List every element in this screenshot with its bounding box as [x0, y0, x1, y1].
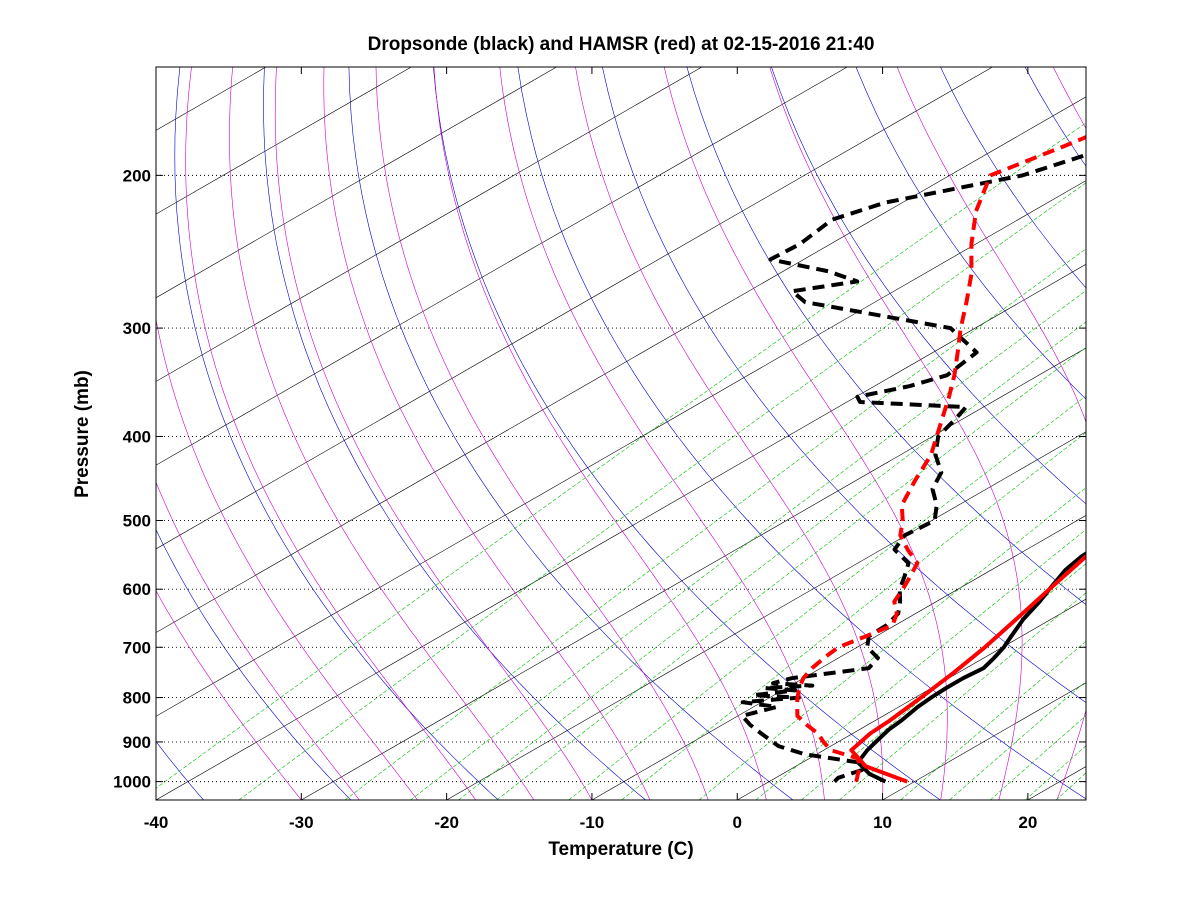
pressure-grid — [156, 174, 1086, 783]
dry-adiabat-line — [1110, 67, 1200, 800]
moist-adiabat-line — [499, 67, 825, 800]
mixing-ratio-line — [990, 715, 1086, 800]
series-line — [855, 551, 1086, 784]
isotherm-line — [156, 67, 412, 215]
y-axis: 200 300 400 500 600 700 800 900 1000 — [113, 166, 1086, 792]
y-axis-label: Pressure (mb) — [72, 370, 93, 498]
mixing-ratio-line — [1189, 67, 1200, 800]
isotherm-line — [156, 67, 557, 299]
mixing-ratio-line — [1108, 67, 1200, 800]
plot-background — [156, 67, 1086, 800]
series-line — [849, 553, 1086, 784]
mixing-ratio-line — [156, 122, 1086, 789]
moist-adiabat-line — [375, 67, 709, 800]
y-tick-label: 300 — [123, 319, 151, 338]
isotherm-line — [156, 263, 1086, 800]
x-tick-label: -10 — [580, 813, 605, 832]
mixing-ratio-line — [568, 395, 1086, 800]
mixing-ratio-line — [801, 563, 1086, 800]
x-axis-label: Temperature (C) — [548, 839, 693, 860]
isotherm-line — [446, 431, 1086, 800]
moist-adiabat-line — [229, 67, 535, 800]
series-group — [740, 134, 1086, 784]
dry-adiabat-line — [156, 528, 352, 800]
series-line — [795, 134, 1086, 783]
moist-adiabat-line — [663, 67, 948, 800]
y-tick-label: 400 — [123, 427, 151, 446]
x-tick-label: 0 — [733, 813, 742, 832]
chart-title: Dropsonde (black) and HAMSR (red) at 02-… — [368, 34, 875, 55]
isotherm-line — [1173, 67, 1200, 800]
y-tick-label: 1000 — [113, 773, 151, 792]
y-tick-label: 900 — [123, 733, 151, 752]
moist-adiabat-line — [1173, 67, 1200, 800]
dry-adiabat-line — [1194, 67, 1200, 800]
y-tick-label: 700 — [123, 638, 151, 657]
isotherm-line — [0, 67, 121, 800]
x-axis: -40 -30 -20 -10 0 10 20 — [144, 67, 1037, 832]
dry-adiabat-line — [686, 67, 1086, 606]
isotherm-line — [156, 67, 703, 382]
y-tick-label: 200 — [123, 166, 151, 185]
mixing-ratio-line — [410, 290, 1086, 800]
dry-adiabat-line — [263, 67, 646, 800]
isotherm-line — [156, 67, 993, 550]
x-tick-label: -40 — [144, 813, 169, 832]
x-tick-label: 10 — [873, 813, 892, 832]
isotherm-line — [156, 67, 848, 466]
dry-adiabat-line — [517, 67, 1086, 800]
x-tick-label: -30 — [289, 813, 314, 832]
mixing-ratio-line — [621, 432, 1086, 800]
y-tick-label: 600 — [123, 580, 151, 599]
y-tick-label: 500 — [123, 512, 151, 531]
mixing-ratio-line — [698, 487, 1086, 800]
plot-frame — [155, 66, 1087, 801]
y-tick-label: 800 — [123, 689, 151, 708]
x-tick-label: -20 — [434, 813, 459, 832]
dry-adiabat-line — [855, 67, 1086, 400]
isotherm-line — [156, 96, 1086, 633]
mixing-ratio-line — [1152, 67, 1200, 800]
x-tick-label: 20 — [1018, 813, 1037, 832]
series-line — [740, 152, 1086, 783]
